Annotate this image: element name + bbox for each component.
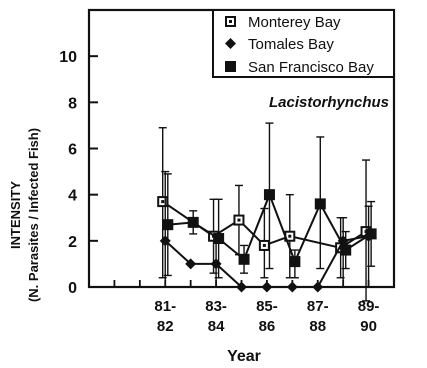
legend-label-monterey: Monterey Bay — [248, 14, 341, 31]
x-tick-label-top: 83- — [205, 298, 227, 315]
x-tick-label-top: 81- — [154, 298, 176, 315]
x-tick-label-bottom: 84 — [208, 318, 225, 335]
series-san-francisco-bay — [162, 122, 377, 279]
data-point-diamond — [185, 258, 197, 270]
data-point-square — [162, 219, 174, 231]
legend-entry-tomales: Tomales Bay — [225, 36, 334, 53]
x-tick-label-top: 89- — [358, 298, 380, 315]
y-tick-label: 4 — [68, 188, 77, 205]
data-point-inner-dot — [262, 243, 266, 247]
x-tick-label-bottom: 86 — [259, 318, 276, 335]
data-point-square — [213, 233, 225, 245]
data-point-diamond — [286, 281, 298, 293]
data-point-inner-dot — [161, 200, 165, 204]
y-tick-label: 0 — [68, 280, 77, 297]
data-point-square — [263, 189, 275, 201]
data-point-diamond — [312, 281, 324, 293]
data-point-square — [314, 198, 326, 210]
data-point-square — [238, 253, 250, 265]
x-axis-title: Year — [227, 348, 261, 365]
data-point-inner-dot — [237, 218, 241, 222]
data-point-square — [187, 216, 199, 228]
y-tick-label: 6 — [68, 142, 77, 159]
legend-marker-diamond-icon — [225, 38, 236, 49]
legend-box — [212, 9, 395, 78]
y-axis-title-line1: INTENSITY — [8, 181, 23, 249]
legend-marker-dot — [229, 20, 232, 23]
x-tick-label-top: 85- — [256, 298, 278, 315]
series-monterey-bay — [157, 127, 372, 302]
x-tick-label-bottom: 90 — [360, 318, 377, 335]
x-tick-label-top: 87- — [307, 298, 329, 315]
y-axis-title-line2: (N. Parasites / Infected Fish) — [26, 128, 41, 302]
legend-label-tomales: Tomales Bay — [248, 36, 334, 53]
species-annotation: Lacistorhynchus — [269, 94, 389, 111]
data-point-inner-dot — [288, 234, 292, 238]
legend-label-sanfrancisco: San Francisco Bay — [248, 59, 374, 76]
y-tick-label: 10 — [59, 49, 77, 66]
x-tick-label-bottom: 88 — [309, 318, 326, 335]
legend-marker-square-icon — [225, 61, 236, 72]
x-tick-label-bottom: 82 — [157, 318, 174, 335]
y-tick-label: 2 — [68, 234, 77, 251]
y-tick-label: 8 — [68, 95, 77, 112]
data-point-square — [289, 256, 301, 268]
data-point-square — [340, 244, 352, 256]
data-point-diamond — [236, 281, 247, 293]
legend-entry-monterey: Monterey Bay — [225, 14, 341, 31]
data-point-diamond — [261, 281, 273, 293]
legend-entry-sanfrancisco: San Francisco Bay — [225, 59, 374, 76]
data-point-square — [365, 228, 377, 240]
